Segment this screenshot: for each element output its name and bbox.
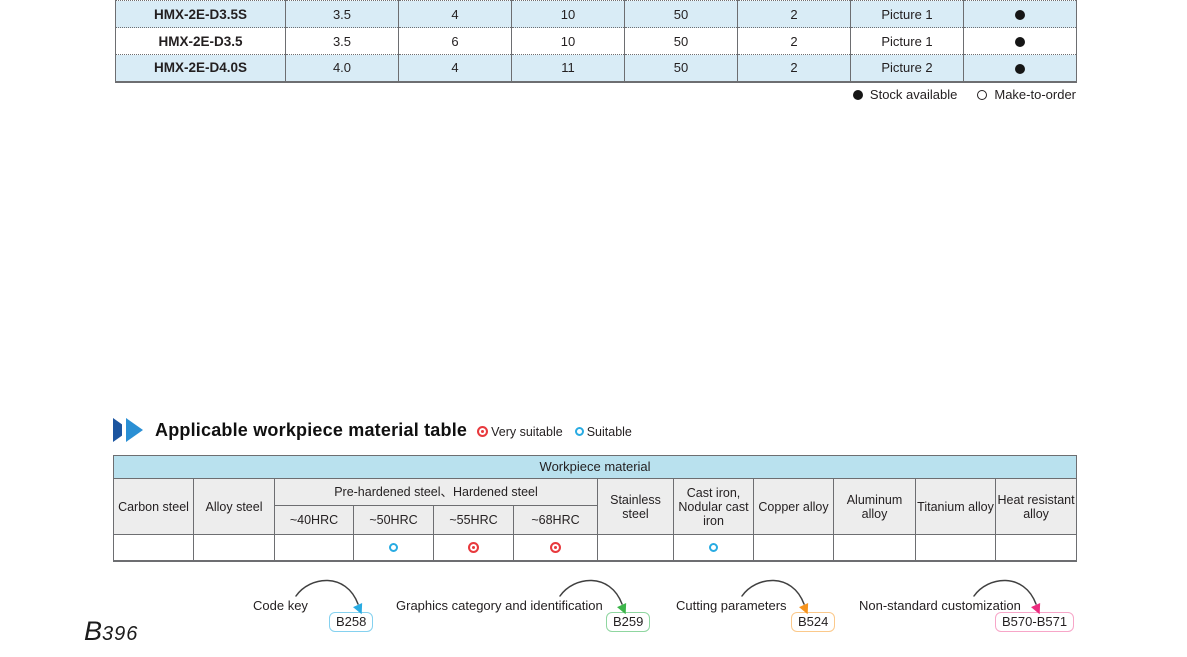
rating-cell <box>513 534 598 561</box>
header-row: Carbon steel Alloy steel Pre-hardened st… <box>113 478 1078 535</box>
stock-available-icon <box>1015 37 1025 48</box>
value-cell: 2 <box>737 0 851 28</box>
page-number-prefix: B <box>84 616 103 646</box>
curved-arrow-icon <box>295 579 363 615</box>
legend-label: Stock available <box>869 87 958 102</box>
open-circle-icon <box>977 89 988 100</box>
col-68hrc: ~68HRC <box>513 505 598 535</box>
stock-legend: Stock available Make-to-order <box>852 87 1076 102</box>
col-alloy-steel: Alloy steel <box>193 478 275 535</box>
col-cast-iron: Cast iron, Nodular cast iron <box>673 478 754 535</box>
filled-circle-icon <box>852 89 863 100</box>
rating-cell <box>994 534 1078 561</box>
section-title: Applicable workpiece material table <box>155 419 468 440</box>
model-cell: HMX-2E-D3.5 <box>115 27 286 55</box>
value-cell: 3.5 <box>285 0 399 28</box>
col-50hrc: ~50HRC <box>353 505 434 535</box>
rating-cell <box>353 534 434 561</box>
workpiece-material-table: Workpiece material Carbon steel Alloy st… <box>112 455 1078 562</box>
table-row: HMX-2E-D4.0S 4.0 4 11 50 2 Picture 2 <box>115 54 1077 82</box>
footnote-label-graphics-category: Graphics category and identification <box>396 598 603 613</box>
value-cell: 10 <box>511 27 625 55</box>
curved-arrow-icon <box>559 579 627 615</box>
col-carbon-steel: Carbon steel <box>113 478 194 535</box>
picture-cell: Picture 2 <box>850 54 964 82</box>
page-number-digits: 396 <box>102 623 139 645</box>
model-cell: HMX-2E-D3.5S <box>115 0 286 28</box>
stock-available-icon <box>1015 63 1025 74</box>
value-cell: 11 <box>511 54 625 82</box>
suitable-icon <box>389 543 398 553</box>
rating-cell <box>753 534 834 561</box>
value-cell: 50 <box>624 27 738 55</box>
value-cell: 6 <box>398 27 512 55</box>
rating-cell <box>915 534 996 561</box>
stock-cell <box>963 54 1077 82</box>
legend-make-to-order: Make-to-order <box>977 87 1076 102</box>
curved-arrow-icon <box>973 579 1041 615</box>
value-cell: 2 <box>737 27 851 55</box>
suitability-legend: Very suitable Suitable <box>477 425 632 439</box>
rating-cell <box>597 534 674 561</box>
footnote-badge-b524: B524 <box>791 612 836 632</box>
stock-cell <box>963 0 1077 28</box>
legend-label: Make-to-order <box>994 87 1076 102</box>
footnote-badge-b258: B258 <box>329 612 374 632</box>
page-number: B396 <box>84 616 138 647</box>
very-suitable-icon <box>550 542 561 554</box>
footnote-badge-b259: B259 <box>606 612 651 632</box>
value-cell: 4 <box>398 0 512 28</box>
rating-cell <box>833 534 916 561</box>
spec-table: HMX-2E-D3.5S 3.5 4 10 50 2 Picture 1 HMX… <box>115 0 1077 83</box>
stock-cell <box>963 27 1077 55</box>
value-cell: 10 <box>511 0 625 28</box>
curved-arrow-icon <box>741 579 809 615</box>
double-right-arrows-icon <box>113 418 147 442</box>
value-cell: 50 <box>624 54 738 82</box>
band-label: Workpiece material <box>112 455 1078 479</box>
stock-available-icon <box>1015 10 1025 21</box>
col-stainless-steel: Stainless steel <box>597 478 674 535</box>
picture-cell: Picture 1 <box>850 27 964 55</box>
band-row: Workpiece material <box>112 455 1078 479</box>
legend-very-suitable: Very suitable <box>477 425 563 439</box>
model-cell: HMX-2E-D4.0S <box>115 54 286 82</box>
legend-stock-available: Stock available <box>852 87 958 102</box>
value-cell: 50 <box>624 0 738 28</box>
legend-label: Very suitable <box>491 424 563 439</box>
col-titanium-alloy: Titanium alloy <box>915 478 996 535</box>
legend-suitable: Suitable <box>574 424 632 439</box>
table-row: HMX-2E-D3.5S 3.5 4 10 50 2 Picture 1 <box>115 0 1077 28</box>
hrc-row: ~40HRC ~50HRC ~55HRC ~68HRC <box>114 505 1077 535</box>
suitable-icon <box>709 543 718 553</box>
footnote-label-non-standard: Non-standard customization <box>859 598 1021 613</box>
footnote-badge-b570-b571: B570-B571 <box>995 612 1075 632</box>
col-copper-alloy: Copper alloy <box>753 478 834 535</box>
rating-cell <box>193 534 275 561</box>
suitable-icon <box>574 427 584 436</box>
legend-label: Suitable <box>586 424 632 439</box>
col-heat-resistant-alloy: Heat resistant alloy <box>994 478 1078 535</box>
rating-row <box>113 534 1078 561</box>
footnote-label-cutting-parameters: Cutting parameters <box>676 598 787 613</box>
value-cell: 3.5 <box>285 27 399 55</box>
col-55hrc: ~55HRC <box>433 505 514 535</box>
rating-cell <box>274 534 354 561</box>
value-cell: 4.0 <box>285 54 399 82</box>
rating-cell <box>113 534 194 561</box>
value-cell: 2 <box>737 54 851 82</box>
table-row: HMX-2E-D3.5 3.5 6 10 50 2 Picture 1 <box>115 27 1077 55</box>
very-suitable-icon <box>468 542 479 554</box>
col-40hrc: ~40HRC <box>274 505 354 535</box>
footnote-label-code-key: Code key <box>253 598 308 613</box>
value-cell: 4 <box>398 54 512 82</box>
col-aluminum-alloy: Aluminum alloy <box>833 478 916 535</box>
rating-cell <box>673 534 754 561</box>
very-suitable-icon <box>477 426 489 437</box>
picture-cell: Picture 1 <box>850 0 964 28</box>
section-header: Applicable workpiece material table Very… <box>113 418 632 442</box>
rating-cell <box>433 534 514 561</box>
col-prehardened-group: Pre-hardened steel、Hardened steel <box>274 478 598 506</box>
